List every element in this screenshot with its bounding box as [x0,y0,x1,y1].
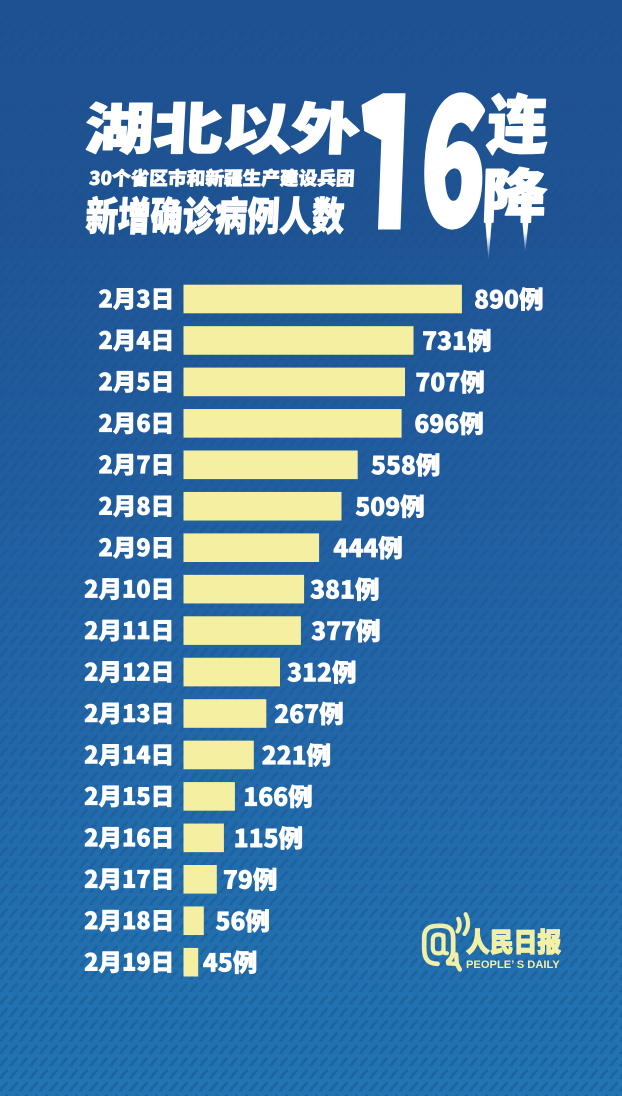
svg-text:PEOPLE’ S DAILY: PEOPLE’ S DAILY [466,959,560,971]
